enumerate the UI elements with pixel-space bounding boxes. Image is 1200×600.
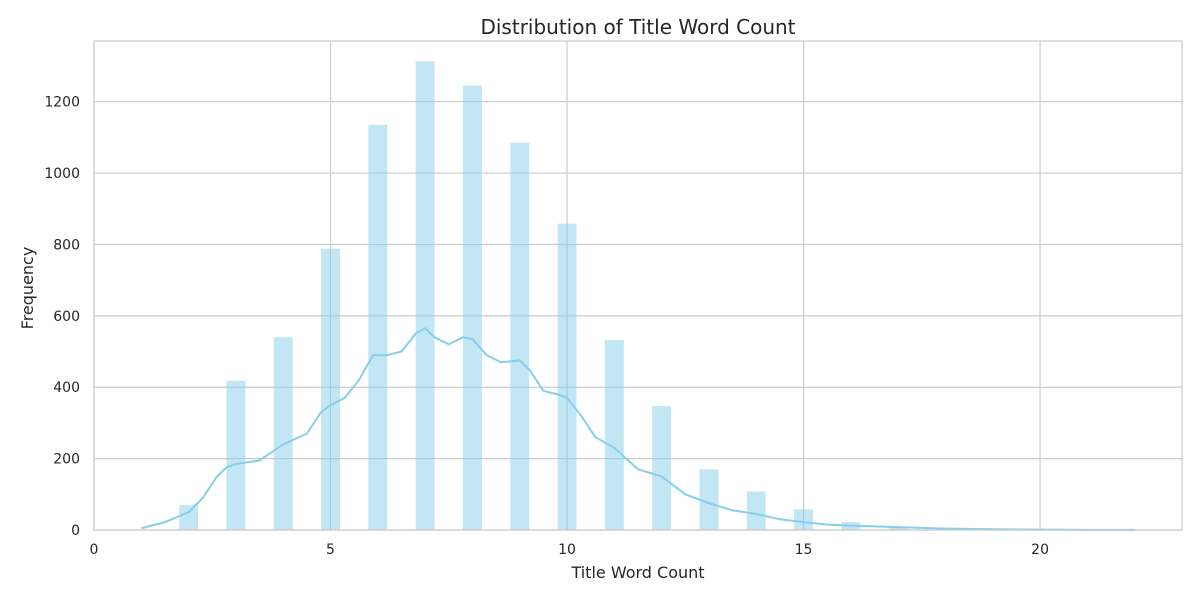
x-tick-label: 10 [558,542,576,558]
plot-frame [93,40,1183,531]
x-tick-label: 20 [1031,542,1049,558]
histogram-bar [510,142,530,531]
histogram-bar [746,491,766,530]
y-tick-label: 1200 [44,95,80,111]
chart-title: Distribution of Title Word Count [480,15,795,39]
histogram-bar [794,509,814,530]
histogram-bar [179,505,199,530]
y-tick-label: 600 [53,309,80,325]
histogram-bar [462,85,482,530]
histogram-bar [415,61,435,531]
histogram-bar [699,469,719,530]
kde-curve [141,327,1135,531]
histogram-bar [368,124,388,530]
y-tick-label: 1000 [44,166,80,182]
x-tick-label: 15 [795,542,813,558]
x-tick-labels: 0 5 10 15 20 [90,542,1049,558]
histogram-bar [321,248,340,530]
y-tick-label: 200 [53,452,80,468]
y-tick-labels: 0 200 400 600 800 1000 1200 [44,95,80,539]
histogram-bars [179,61,1145,531]
histogram-bar [226,380,246,530]
y-tick-label: 800 [53,237,80,253]
y-tick-label: 0 [71,523,80,539]
histogram-bar [652,406,672,530]
histogram-bar [557,223,577,530]
plot-background [94,41,1182,530]
histogram-bar [604,340,624,530]
x-axis-label: Title Word Count [570,563,704,582]
y-axis-label: Frequency [18,247,37,330]
x-tick-label: 0 [90,542,99,558]
histogram-bar [273,337,293,530]
x-tick-label: 5 [326,542,335,558]
histogram-bar [888,527,908,530]
y-tick-label: 400 [53,380,80,396]
